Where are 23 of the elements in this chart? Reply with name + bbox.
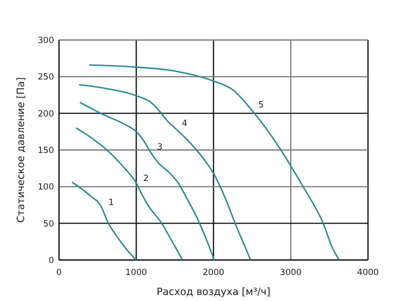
- y-tick-label: 150: [38, 146, 54, 156]
- y-tick-label: 0: [48, 256, 54, 266]
- x-tick-label: 3000: [280, 268, 302, 278]
- x-tick-label: 0: [56, 268, 62, 278]
- y-tick-label: 200: [38, 109, 54, 120]
- line-series: [71, 182, 137, 261]
- y-tick-label: 300: [38, 36, 54, 46]
- x-axis-title: Расход воздуха [м³/ч]: [156, 287, 270, 298]
- y-axis-title: Статическое давление [Па]: [16, 77, 27, 223]
- series-label: 2: [143, 174, 149, 184]
- line-series: [75, 127, 184, 261]
- series-label: 1: [108, 198, 114, 208]
- x-tick-label: 4000: [357, 268, 379, 278]
- x-tick-label: 1000: [125, 268, 148, 278]
- line-series: [78, 84, 252, 261]
- x-tick-label: 2000: [202, 268, 224, 278]
- line-series: [88, 64, 340, 261]
- y-tick-label: 100: [38, 182, 54, 193]
- series-label: 5: [258, 100, 264, 111]
- y-tick-label: 50: [43, 219, 54, 230]
- line-series: [79, 102, 215, 261]
- y-tick-label: 250: [38, 72, 54, 83]
- series-label: 4: [182, 119, 188, 129]
